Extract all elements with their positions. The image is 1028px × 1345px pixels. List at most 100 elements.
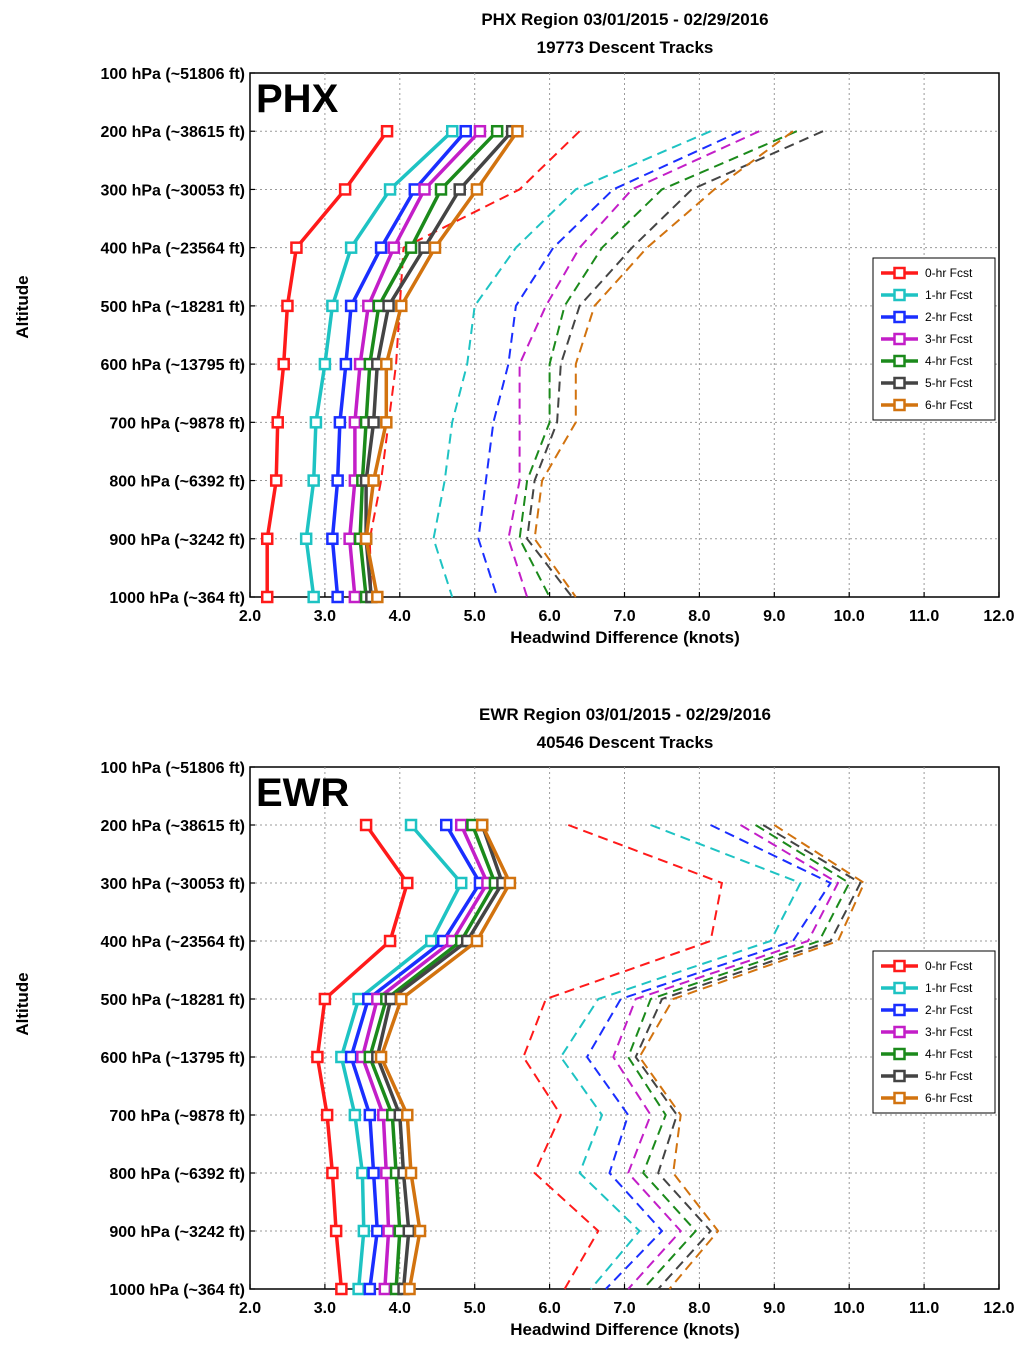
- data-point: [348, 1108, 362, 1122]
- series-0-hr: [311, 818, 724, 1296]
- x-tick-label: 4.0: [389, 608, 411, 625]
- legend-marker: [893, 376, 906, 390]
- series-line-dashed: [533, 130, 794, 598]
- data-point: [352, 1282, 365, 1296]
- x-tick-label: 10.0: [834, 608, 865, 625]
- legend-label: 5-hr Fcst: [925, 1069, 973, 1083]
- data-point: [318, 357, 332, 371]
- y-tick-label: 500 hPa (~18281 ft): [100, 992, 245, 1009]
- series-line-dashed: [432, 130, 711, 598]
- data-point: [326, 532, 339, 546]
- data-point: [277, 357, 290, 371]
- data-point: [318, 992, 332, 1006]
- x-tick-label: 7.0: [613, 1300, 635, 1317]
- y-tick-label: 900 hPa (~3242 ft): [109, 1224, 245, 1241]
- data-point: [363, 1108, 377, 1122]
- y-tick-label: 100 hPa (~51806 ft): [100, 760, 245, 777]
- grid: [250, 767, 999, 1289]
- data-point: [331, 474, 344, 487]
- data-point: [344, 1050, 358, 1064]
- x-tick-label: 11.0: [909, 1300, 939, 1317]
- y-tick-label: 200 hPa (~38615 ft): [100, 124, 245, 141]
- data-point: [453, 183, 466, 196]
- chart-panel-ewr: EWR Region 03/01/2015 - 02/29/2016 40546 …: [13, 705, 1015, 1339]
- y-tick-label: 100 hPa (~51806 ft): [100, 66, 245, 83]
- chart-title: PHX Region 03/01/2015 - 02/29/2016: [481, 10, 768, 29]
- data-point: [339, 357, 353, 371]
- region-label: PHX: [256, 77, 339, 121]
- data-point: [395, 299, 408, 313]
- series-line-dashed: [612, 824, 840, 1290]
- y-tick-label: 200 hPa (~38615 ft): [100, 818, 245, 835]
- data-point: [454, 876, 468, 890]
- x-tick-label: 2.0: [239, 608, 261, 625]
- data-point: [271, 416, 284, 429]
- data-point: [395, 992, 408, 1006]
- legend-marker: [893, 1091, 906, 1105]
- data-point: [418, 241, 431, 254]
- data-point: [331, 590, 344, 604]
- series-2-hr: [326, 124, 742, 604]
- legend-label: 2-hr Fcst: [925, 1003, 973, 1017]
- y-tick-label: 1000 hPa (~364 ft): [109, 1282, 245, 1299]
- series-line-dashed: [627, 824, 851, 1290]
- data-point: [470, 183, 484, 196]
- data-point: [363, 1282, 377, 1296]
- x-tick-label: 8.0: [688, 608, 710, 625]
- legend-label: 4-hr Fcst: [925, 1047, 973, 1061]
- data-point: [344, 299, 358, 313]
- data-point: [260, 532, 274, 546]
- data-point: [299, 532, 313, 546]
- series-line-dashed: [522, 824, 724, 1290]
- data-point: [404, 241, 418, 254]
- chart-subtitle: 40546 Descent Tracks: [537, 733, 714, 752]
- x-tick-label: 5.0: [464, 1300, 486, 1317]
- data-point: [439, 818, 453, 832]
- x-tick-label: 3.0: [314, 608, 336, 625]
- series-line-dashed: [518, 130, 798, 598]
- y-tick-label: 600 hPa (~13795 ft): [100, 1050, 245, 1067]
- chart-title: EWR Region 03/01/2015 - 02/29/2016: [479, 705, 771, 724]
- data-point: [490, 124, 504, 138]
- data-point: [380, 357, 393, 371]
- data-point: [378, 1282, 392, 1296]
- series-6-hr: [359, 124, 794, 604]
- data-point: [403, 1282, 416, 1296]
- data-point: [269, 474, 283, 487]
- data-point: [374, 241, 388, 254]
- data-point: [329, 1224, 343, 1238]
- y-tick-label: 800 hPa (~6392 ft): [109, 474, 245, 491]
- legend: 0-hr Fcst 1-hr Fcst 2-hr Fcst 3-hr Fcst 4-hr…: [872, 257, 996, 421]
- region-label: EWR: [256, 771, 349, 815]
- series-line-dashed: [507, 130, 760, 598]
- data-point: [326, 299, 339, 313]
- data-point: [348, 590, 362, 604]
- series-6-hr: [374, 818, 866, 1296]
- legend: 0-hr Fcst 1-hr Fcst 2-hr Fcst 3-hr Fcst 4-hr…: [872, 950, 996, 1114]
- legend-label: 6-hr Fcst: [925, 1091, 973, 1105]
- series-line-dashed: [559, 824, 802, 1290]
- data-point: [380, 124, 394, 138]
- data-point: [307, 474, 320, 487]
- data-point: [387, 241, 401, 254]
- x-tick-label: 3.0: [314, 1300, 336, 1317]
- legend-label: 6-hr Fcst: [925, 398, 973, 412]
- data-point: [335, 1282, 348, 1296]
- x-tick-label: 9.0: [763, 1300, 785, 1317]
- series-line-dashed: [477, 130, 742, 598]
- series-4-hr: [363, 818, 851, 1296]
- data-point: [348, 416, 362, 429]
- data-point: [371, 590, 384, 604]
- data-point: [470, 934, 484, 948]
- data-point: [371, 1224, 384, 1238]
- legend-label: 5-hr Fcst: [925, 376, 973, 390]
- legend-label: 0-hr Fcst: [925, 959, 973, 973]
- data-point: [383, 934, 397, 948]
- series-0-hr: [260, 124, 581, 604]
- y-tick-label: 900 hPa (~3242 ft): [109, 532, 245, 549]
- series-line-dashed: [634, 824, 862, 1290]
- legend-marker: [893, 1025, 906, 1039]
- legend-label: 1-hr Fcst: [925, 981, 973, 995]
- data-point: [404, 818, 418, 832]
